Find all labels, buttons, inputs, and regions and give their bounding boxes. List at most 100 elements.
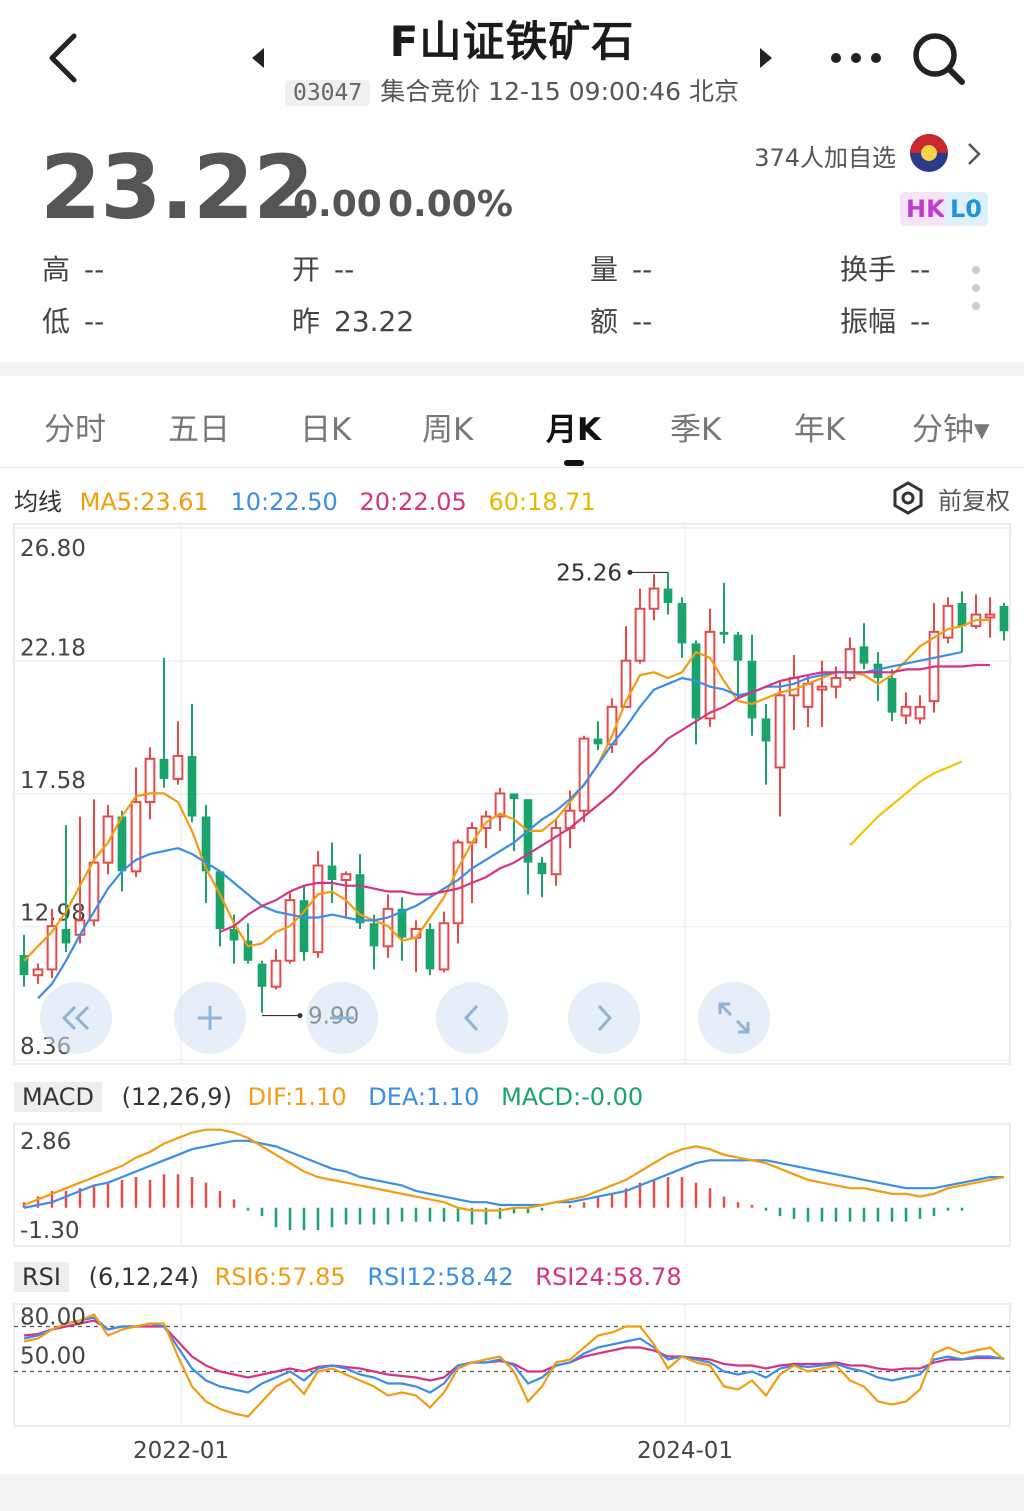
tab-intraday[interactable]: 分时 xyxy=(44,412,106,448)
candle-body xyxy=(312,864,324,954)
rsi-params: (6,12,24) xyxy=(88,1263,199,1291)
candle-body xyxy=(327,865,337,880)
candle-body xyxy=(215,871,225,930)
y-tick-label: 17.58 xyxy=(20,768,86,794)
ma5-line xyxy=(23,618,990,962)
max-marker-dot xyxy=(627,569,633,575)
candle-body xyxy=(425,929,435,970)
prev-stock-icon[interactable] xyxy=(246,44,270,72)
macd-axis-top: 2.86 xyxy=(20,1129,71,1155)
rsi12-line xyxy=(23,1316,1005,1394)
ma20-line xyxy=(219,663,990,933)
zoom-in-button[interactable] xyxy=(174,982,246,1054)
candle-body xyxy=(172,754,184,780)
tab-five-day[interactable]: 五日 xyxy=(168,412,230,448)
price-change: 0.00 xyxy=(293,184,382,225)
stat-amplitude: 振幅 -- xyxy=(840,305,931,338)
dea-line xyxy=(23,1139,1004,1209)
stat-volume: 量 -- xyxy=(590,253,653,286)
zoom-out-button[interactable] xyxy=(306,982,378,1054)
macd-indicator-button[interactable]: MACD xyxy=(14,1082,102,1112)
ma60-line xyxy=(849,760,963,847)
rsi-axis-80: 80.00 xyxy=(20,1305,86,1331)
candle-body xyxy=(397,908,407,938)
prev-button[interactable] xyxy=(436,982,508,1054)
price-change-pct: 0.00% xyxy=(388,184,513,225)
tab-minute-dropdown[interactable]: 分钟▾ xyxy=(912,412,990,448)
rsi6-value: RSI6:57.85 xyxy=(214,1263,346,1291)
rsi-legend: RSI (6,12,24) RSI6:57.85 RSI12:58.42 RSI… xyxy=(14,1262,696,1292)
candle-body xyxy=(355,874,365,924)
tab-yearly-k[interactable]: 年K xyxy=(794,412,846,448)
candle-body xyxy=(257,963,267,987)
ma-legend: 均线 MA5:23.61 10:22.50 20:22.05 60:18.71 xyxy=(14,482,610,517)
tab-daily-k[interactable]: 日K xyxy=(300,412,352,448)
rsi24-value: RSI24:58.78 xyxy=(535,1263,682,1291)
candle-body xyxy=(859,646,869,664)
rsi-indicator-button[interactable]: RSI xyxy=(14,1262,69,1292)
search-icon[interactable] xyxy=(906,26,972,92)
active-tab-indicator xyxy=(564,460,584,466)
watch-count[interactable]: 374人加自选 xyxy=(754,144,896,172)
candle-body xyxy=(229,929,239,941)
fullscreen-icon xyxy=(718,1002,750,1034)
flag-avatar-icon[interactable] xyxy=(908,132,950,174)
candle-body xyxy=(88,861,100,922)
candle-body xyxy=(578,737,590,812)
candle-body xyxy=(914,705,926,720)
candle-body xyxy=(117,816,127,872)
macd-frame xyxy=(13,1123,1011,1247)
back-icon[interactable] xyxy=(36,30,92,86)
next-button[interactable] xyxy=(568,982,640,1054)
candle-body xyxy=(942,604,954,639)
candle-body xyxy=(537,862,547,875)
candle-body xyxy=(761,718,771,742)
rsi12-value: RSI12:58.42 xyxy=(367,1263,514,1291)
candle-body xyxy=(550,827,562,876)
candle-body xyxy=(494,792,506,818)
tab-weekly-k[interactable]: 周K xyxy=(422,412,474,448)
ma5-value: MA5:23.61 xyxy=(79,488,209,516)
stat-prev-close: 昨 23.22 xyxy=(292,305,415,338)
candle-body xyxy=(873,663,883,679)
macd-chart[interactable]: 2.86 -1.30 xyxy=(0,1120,1024,1250)
page-title: F山证铁矿石 xyxy=(389,17,635,66)
stat-low: 低 -- xyxy=(42,305,105,338)
more-icon[interactable] xyxy=(826,40,886,76)
candle-body xyxy=(243,940,253,961)
candle-body xyxy=(774,694,786,769)
candle-body xyxy=(438,922,450,971)
rewind-button[interactable] xyxy=(40,982,112,1054)
quote-panel: 23.22 0.00 0.00% 374人加自选 HK L0 高 -- 开 -- 量… xyxy=(0,120,1024,360)
candle-body xyxy=(159,758,169,779)
stat-open: 开 -- xyxy=(292,253,355,286)
candle-body xyxy=(466,827,478,844)
macd-legend: MACD (12,26,9) DIF:1.10 DEA:1.10 MACD:-0… xyxy=(14,1082,657,1112)
expand-dots-icon[interactable] xyxy=(964,262,988,314)
candle-body xyxy=(130,801,142,873)
candle-body xyxy=(509,793,519,800)
y-tick-label: 22.18 xyxy=(20,635,86,661)
fullscreen-button[interactable] xyxy=(698,982,770,1054)
tab-quarterly-k[interactable]: 季K xyxy=(670,412,722,448)
candle-body xyxy=(144,757,156,804)
chevron-right-icon[interactable] xyxy=(962,138,986,170)
next-stock-icon[interactable] xyxy=(754,44,778,72)
candle-body xyxy=(663,588,673,604)
rsi-chart[interactable]: 80.00 50.00 2022-01 2024-01 xyxy=(0,1300,1024,1470)
ma-legend-label: 均线 xyxy=(14,488,62,516)
candle-body xyxy=(887,678,897,713)
adjust-toggle[interactable]: 前复权 xyxy=(890,480,1010,516)
adjust-label: 前复权 xyxy=(938,486,1010,515)
macd-axis-bottom: -1.30 xyxy=(20,1218,80,1244)
candle-body xyxy=(32,968,44,977)
rsi-frame xyxy=(13,1303,1011,1427)
rsi24-line xyxy=(23,1319,1005,1382)
candle-body xyxy=(747,660,757,719)
macd-params: (12,26,9) xyxy=(121,1083,232,1111)
candle-body xyxy=(620,659,632,708)
stat-turnover: 换手 -- xyxy=(840,253,931,286)
tab-monthly-k[interactable]: 月K xyxy=(546,412,602,448)
zoom-in-icon xyxy=(198,1006,222,1030)
dif-line xyxy=(23,1128,1005,1212)
